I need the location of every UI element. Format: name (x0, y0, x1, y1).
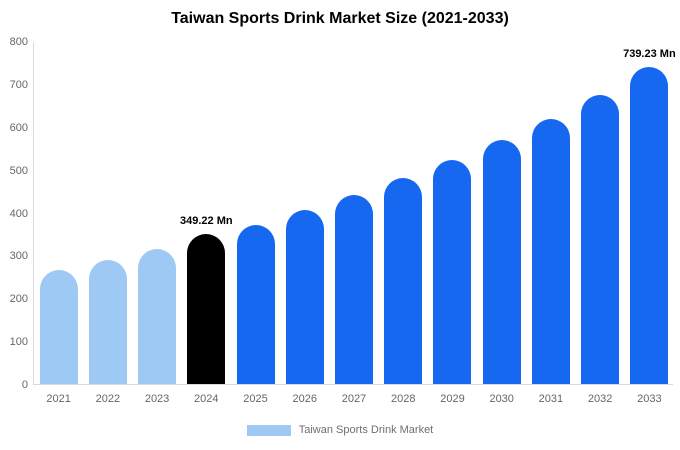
x-tick-2033: 2033 (637, 393, 662, 405)
bar-2032 (581, 94, 620, 384)
x-tick-2025: 2025 (243, 393, 268, 405)
x-tick-2028: 2028 (390, 393, 416, 405)
bar-2033 (630, 67, 669, 384)
legend-swatch (246, 424, 291, 436)
y-tick-700: 700 (9, 78, 28, 91)
x-tick-2032: 2032 (587, 393, 613, 405)
y-tick-100: 100 (9, 336, 28, 349)
plot-area: 0 100 200 300 400 500 600 700 800 349.22 Mn 739.2… (10, 36, 676, 405)
bar-2026 (285, 210, 324, 384)
bar-value-label-2033: 739.23 Mn (623, 48, 676, 61)
y-tick-500: 500 (9, 164, 28, 177)
bar-2028 (384, 178, 423, 384)
bar-2031 (531, 119, 570, 384)
x-tick-2029: 2029 (440, 393, 465, 405)
chart-title: Taiwan Sports Drink Market Size (2021-20… (171, 10, 509, 27)
bar-2022 (88, 259, 127, 384)
x-tick-2027: 2027 (341, 393, 367, 405)
legend-label: Taiwan Sports Drink Market (298, 424, 434, 436)
bar-value-label-2024: 349.22 Mn (180, 215, 233, 228)
bar-2021 (39, 270, 78, 384)
x-tick-2023: 2023 (144, 393, 170, 405)
bar-2027 (335, 195, 373, 384)
y-tick-600: 600 (9, 121, 28, 134)
bar-2025 (236, 224, 275, 384)
y-tick-300: 300 (9, 250, 28, 263)
y-tick-400: 400 (9, 207, 28, 220)
x-tick-2021: 2021 (46, 393, 71, 405)
y-tick-800: 800 (9, 36, 28, 48)
bar-2030 (482, 140, 521, 384)
x-tick-2024: 2024 (194, 393, 219, 405)
x-tick-2030: 2030 (489, 393, 514, 405)
x-tick-2031: 2031 (538, 393, 564, 405)
bar-2029 (433, 160, 472, 384)
x-tick-2026: 2026 (292, 393, 318, 405)
x-tick-2022: 2022 (95, 393, 121, 405)
bar-2023 (138, 248, 177, 384)
y-tick-200: 200 (9, 293, 28, 306)
bar-2024 (187, 234, 226, 384)
legend: Taiwan Sports Drink Market (0, 424, 680, 436)
y-tick-0: 0 (21, 379, 28, 391)
